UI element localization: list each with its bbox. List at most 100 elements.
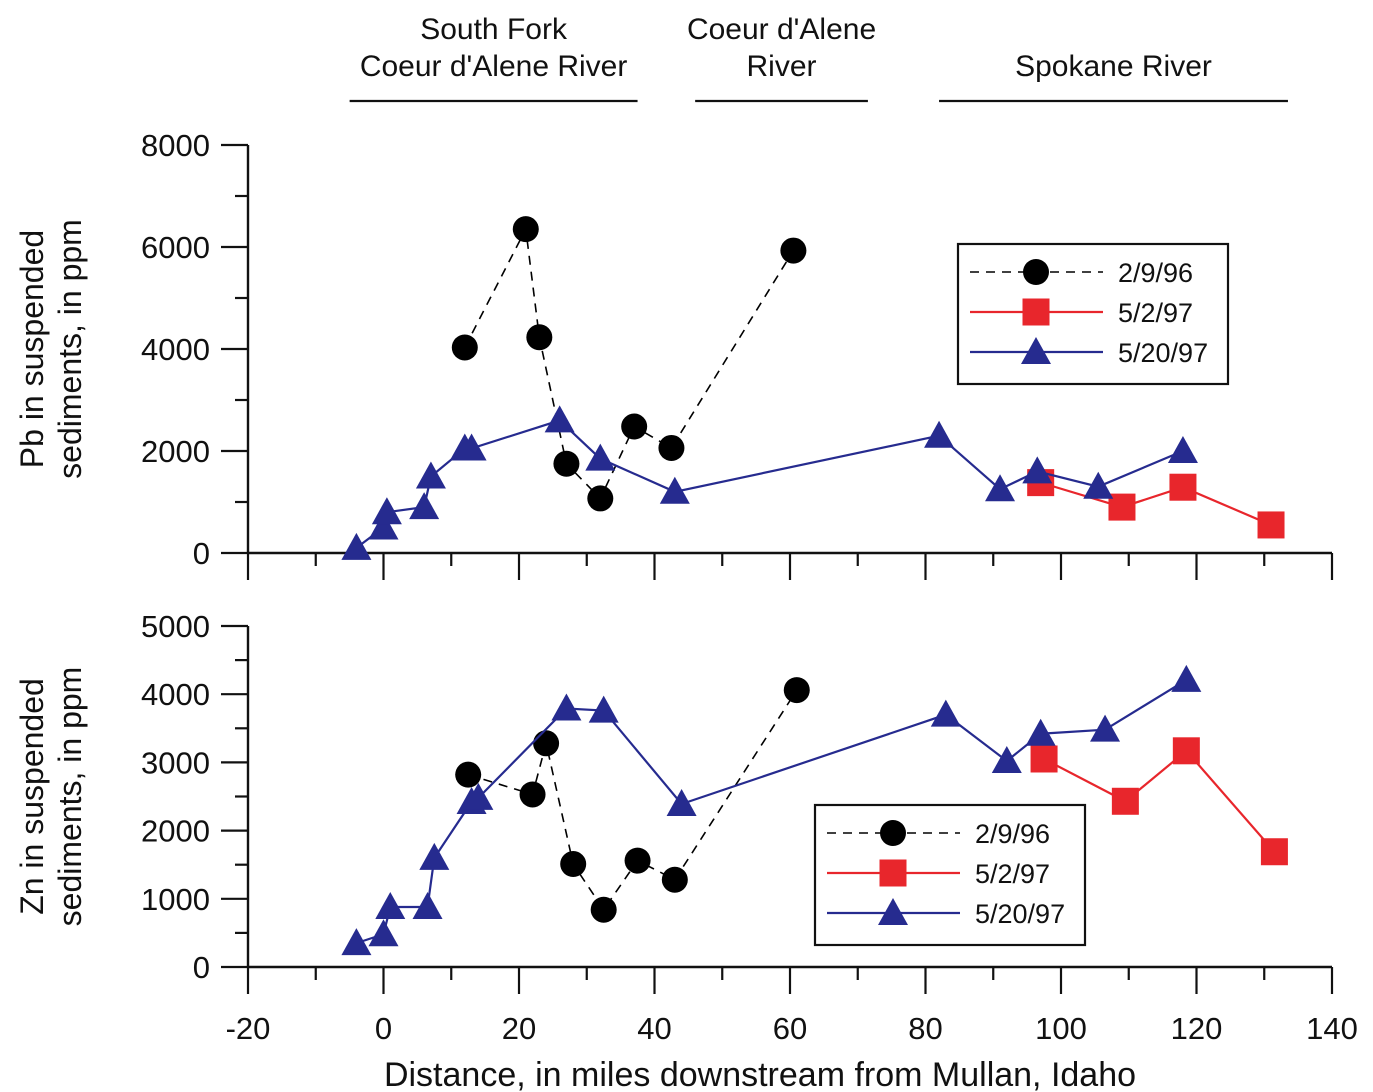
y-tick-label: 8000 xyxy=(141,128,210,163)
data-point xyxy=(551,693,582,721)
data-point xyxy=(1167,436,1198,463)
data-point xyxy=(419,842,450,870)
data-point xyxy=(368,512,399,540)
data-point xyxy=(783,677,810,704)
data-point xyxy=(1171,664,1202,692)
x-tick-label: 140 xyxy=(1306,1011,1358,1046)
legend-label: 2/9/96 xyxy=(1118,258,1193,288)
legend-marker xyxy=(878,898,908,925)
data-point xyxy=(590,896,617,923)
river-label-line: South Fork xyxy=(420,13,568,46)
y-axis-label-line: Pb in suspended xyxy=(14,230,50,468)
series-line xyxy=(355,419,1184,549)
data-point xyxy=(1090,714,1121,742)
data-point xyxy=(658,434,685,461)
y-tick-label: 5000 xyxy=(141,609,210,644)
data-point xyxy=(341,532,372,560)
data-point xyxy=(661,866,688,893)
legend: 2/9/96 5/2/97 5/20/97 xyxy=(956,242,1230,386)
legend-label: 5/20/97 xyxy=(975,899,1065,929)
x-tick-label: 20 xyxy=(502,1011,536,1046)
data-point xyxy=(1260,838,1288,866)
y-tick-label: 2000 xyxy=(141,434,210,469)
y-tick-label: 0 xyxy=(193,536,210,571)
x-tick-label: -20 xyxy=(226,1011,271,1046)
series-line xyxy=(464,226,795,500)
y-axis-label: Zn in suspendedsediments, in ppm xyxy=(14,667,88,927)
y-tick-label: 3000 xyxy=(141,745,210,780)
pb-panel: 0 2000 4000 6000 8000 Pb in suspendedsediment… xyxy=(14,128,1334,580)
y-tick-label: 6000 xyxy=(141,230,210,265)
legend-box xyxy=(956,242,1230,386)
x-tick-label: 60 xyxy=(773,1011,807,1046)
legend-marker xyxy=(1023,259,1049,285)
river-segment-labels: South Fork Coeur d'Alene River Coeur d'Ale… xyxy=(349,13,1288,103)
zn-panel: -20 0 20 40 60 80 100 120 140 0 1000 2000 3000 4000 50… xyxy=(14,609,1358,1046)
data-point xyxy=(1030,745,1058,773)
data-point xyxy=(624,847,651,874)
legend-label: 2/9/96 xyxy=(975,819,1050,849)
x-tick-label: 80 xyxy=(908,1011,942,1046)
legend-label: 5/2/97 xyxy=(1118,298,1193,328)
x-tick-label: 120 xyxy=(1171,1011,1223,1046)
data-point xyxy=(587,485,614,512)
data-point xyxy=(368,919,399,947)
series-line xyxy=(1043,749,1276,853)
y-tick-label: 2000 xyxy=(141,814,210,849)
legend-marker xyxy=(1022,298,1050,326)
y-axis-label-line: Zn in suspended xyxy=(14,678,50,915)
data-point xyxy=(526,324,553,351)
data-point xyxy=(560,851,587,878)
y-tick-label: 4000 xyxy=(141,677,210,712)
data-point xyxy=(451,334,478,361)
x-tick-label: 40 xyxy=(637,1011,671,1046)
series-circle-group xyxy=(455,677,810,923)
legend-marker xyxy=(1021,337,1051,364)
legend: 2/9/96 5/2/97 5/20/97 xyxy=(813,803,1087,947)
data-point xyxy=(512,216,539,243)
data-point xyxy=(412,891,443,919)
y-tick-label: 0 xyxy=(193,950,210,985)
data-point xyxy=(456,433,487,461)
data-point xyxy=(341,928,372,956)
data-point xyxy=(409,492,440,520)
data-point xyxy=(544,405,575,433)
data-point xyxy=(985,474,1016,502)
data-point xyxy=(1257,511,1285,539)
data-point xyxy=(1083,471,1114,499)
x-tick-label: 0 xyxy=(375,1011,392,1046)
data-point xyxy=(588,695,619,723)
data-point xyxy=(415,461,446,489)
series-triangle-group xyxy=(341,664,1202,956)
x-tick-label: 100 xyxy=(1035,1011,1087,1046)
y-axis-label: Pb in suspendedsediments, in ppm xyxy=(14,219,88,479)
data-point xyxy=(1108,493,1136,521)
y-axis-label-line: sediments, in ppm xyxy=(52,667,88,927)
series-square-group xyxy=(1030,737,1288,866)
legend-marker xyxy=(879,859,907,887)
legend-marker xyxy=(880,820,906,846)
legend-box xyxy=(813,803,1087,947)
data-point xyxy=(930,699,961,727)
data-point xyxy=(659,476,690,504)
data-point xyxy=(1169,473,1197,501)
y-tick-label: 4000 xyxy=(141,332,210,367)
data-point xyxy=(533,730,560,757)
data-point xyxy=(621,413,648,440)
data-point xyxy=(1025,718,1056,746)
legend-label: 5/2/97 xyxy=(975,859,1050,889)
data-point xyxy=(780,237,807,264)
data-point xyxy=(1172,737,1200,765)
y-tick-label: 1000 xyxy=(141,882,210,917)
data-point xyxy=(991,746,1022,774)
y-axis-label-line: sediments, in ppm xyxy=(52,219,88,479)
data-point xyxy=(924,420,955,448)
data-point xyxy=(463,782,494,810)
data-point xyxy=(1022,456,1053,484)
data-point xyxy=(519,781,546,808)
data-point xyxy=(1111,787,1139,815)
data-point xyxy=(553,450,580,477)
data-point xyxy=(375,891,406,919)
river-label-line: River xyxy=(747,50,817,83)
legend-label: 5/20/97 xyxy=(1118,338,1208,368)
